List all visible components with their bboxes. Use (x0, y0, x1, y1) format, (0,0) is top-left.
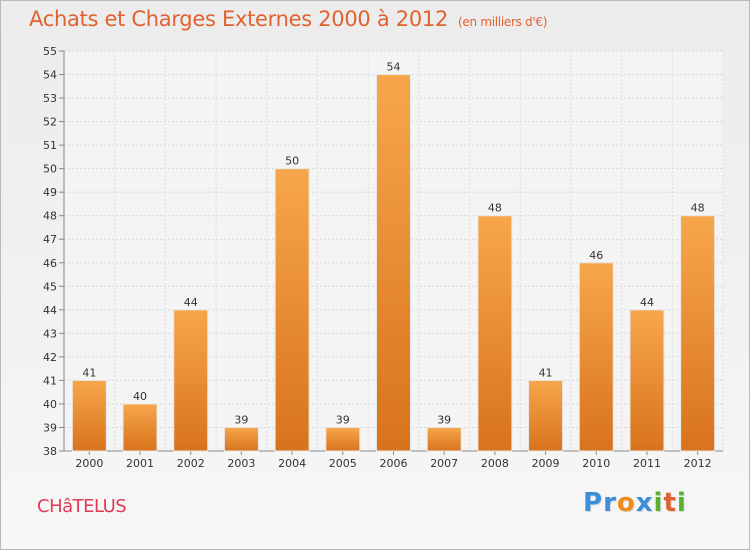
y-tick-label: 39 (43, 421, 57, 434)
x-tick-label: 2006 (380, 457, 408, 470)
y-tick-label: 47 (43, 233, 57, 246)
x-tick-label: 2003 (227, 457, 255, 470)
chart-subtitle: (en milliers d'€) (458, 15, 548, 29)
bar-2011 (629, 309, 665, 452)
value-label: 39 (437, 413, 451, 426)
x-tick-label: 2008 (481, 457, 509, 470)
x-tick-label: 2012 (684, 457, 712, 470)
y-tick-label: 40 (43, 398, 57, 411)
logo-letter: r (603, 488, 617, 518)
y-tick-label: 45 (43, 280, 57, 293)
bar-2006 (376, 74, 411, 452)
chart-title: Achats et Charges Externes 2000 à 2012 (e… (29, 7, 547, 31)
value-label: 46 (589, 249, 603, 262)
logo-letter: i (653, 488, 664, 518)
logo-letter: x (635, 488, 654, 518)
y-tick-label: 50 (43, 163, 57, 176)
bar-2008 (477, 215, 513, 452)
y-tick-label: 41 (43, 374, 57, 387)
x-tick-label: 2007 (430, 457, 458, 470)
logo-letter: o (616, 488, 636, 518)
bar-2010 (578, 262, 614, 452)
bar-2005 (325, 426, 361, 452)
value-label: 41 (82, 366, 96, 379)
x-tick-label: 2001 (126, 457, 154, 470)
value-label: 44 (640, 296, 654, 309)
bars (71, 74, 716, 452)
bar-2003 (223, 426, 259, 452)
logo-letter: t (663, 488, 677, 518)
value-label: 39 (234, 413, 248, 426)
value-label: 44 (184, 296, 198, 309)
bar-2000 (71, 379, 107, 452)
bar-2001 (122, 403, 158, 452)
value-label: 40 (133, 390, 147, 403)
y-tick-label: 49 (43, 186, 57, 199)
y-tick-label: 48 (43, 210, 57, 223)
y-tick-label: 43 (43, 327, 57, 340)
value-label: 41 (539, 366, 553, 379)
bar-2009 (528, 379, 564, 452)
value-label: 50 (285, 155, 299, 168)
value-labels: 41 40 44 39 50 39 54 39 48 41 46 44 48 (82, 61, 704, 427)
x-tick-label: 2004 (278, 457, 306, 470)
y-tick-label: 54 (43, 69, 57, 82)
logo-letter: i (676, 488, 687, 518)
bar-2004 (274, 168, 310, 452)
value-label: 48 (488, 202, 502, 215)
y-tick-label: 51 (43, 139, 57, 152)
y-tick-label: 44 (43, 304, 57, 317)
x-tick-label: 2000 (75, 457, 103, 470)
x-tick-label: 2009 (532, 457, 560, 470)
value-label: 39 (336, 413, 350, 426)
y-tick-label: 38 (43, 445, 57, 458)
bar-2002 (173, 309, 209, 452)
y-tick-label: 53 (43, 92, 57, 105)
proxiti-logo: Proxiti (583, 488, 687, 518)
bar-2012 (680, 215, 716, 452)
title-text: Achats et Charges Externes 2000 à 2012 (29, 7, 449, 31)
x-tick-label: 2002 (177, 457, 205, 470)
y-tick-label: 52 (43, 116, 57, 129)
y-tick-label: 55 (43, 45, 57, 58)
commune-name: CHâTELUS (37, 496, 127, 517)
x-tick-label: 2005 (329, 457, 357, 470)
y-tick-label: 46 (43, 257, 57, 270)
x-tick-label: 2010 (582, 457, 610, 470)
value-label: 48 (691, 202, 705, 215)
y-tick-label: 42 (43, 351, 57, 364)
logo-letter: P (583, 488, 604, 518)
bar-2007 (426, 426, 462, 452)
x-tick-label: 2011 (633, 457, 661, 470)
value-label: 54 (387, 61, 401, 74)
